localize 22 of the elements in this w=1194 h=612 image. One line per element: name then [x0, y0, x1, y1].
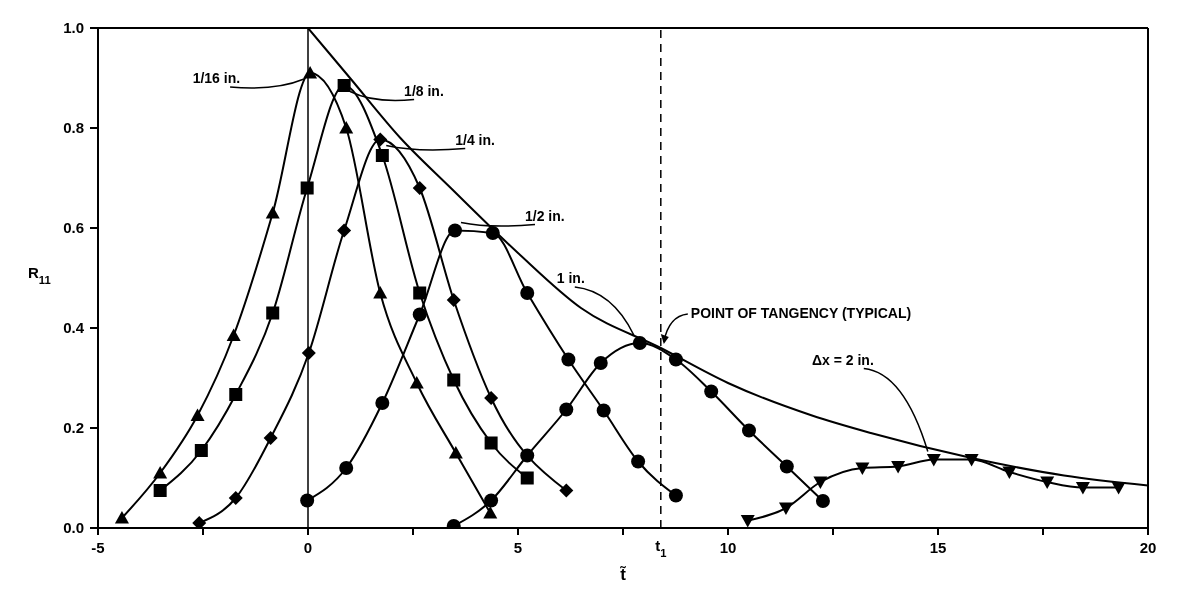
series-label: 1/2 in.	[525, 207, 565, 224]
y-tick-label: 0.2	[63, 419, 84, 436]
annotation: POINT OF TANGENCY (TYPICAL)	[690, 305, 912, 321]
x-tick-label: 10	[719, 539, 737, 556]
y-tick-label: 0.4	[63, 319, 85, 336]
y-tick-label: 1.0	[63, 19, 84, 36]
text: 1/8 in.	[404, 82, 444, 99]
text: Δx = 2 in.	[811, 351, 874, 368]
y-tick-label: 0.6	[63, 219, 84, 236]
x-tick-label: 15	[929, 539, 947, 556]
text: 1 in.	[556, 270, 585, 286]
text: 1/16 in.	[192, 70, 241, 86]
x-tick-label: 20	[1139, 539, 1157, 556]
y-tick-label: 0.0	[63, 519, 84, 536]
x-tick-label: -5	[91, 539, 105, 556]
text: 1/4 in.	[455, 131, 495, 148]
x-tick-label: 0	[303, 539, 313, 556]
y-axis-title: R$_{11}$	[28, 264, 51, 286]
x-tick-label: 5	[513, 539, 523, 556]
x-axis-title: t̃	[619, 564, 627, 584]
ref-line-label: t$_{1}$	[655, 537, 667, 559]
y-tick-label: 0.8	[63, 119, 84, 136]
